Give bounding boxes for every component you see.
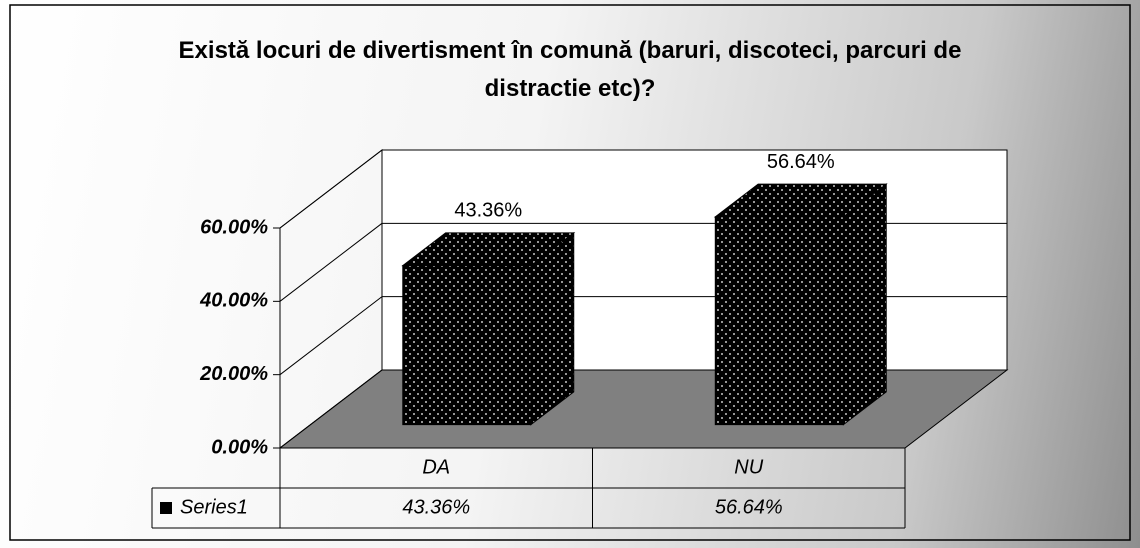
bar-side [530, 231, 575, 426]
legend-label: Series1 [180, 496, 248, 518]
x-tick-label: NU [734, 456, 763, 478]
value-label: 56.64% [767, 151, 835, 173]
side-grid-line [279, 149, 383, 229]
value-label: 43.36% [454, 200, 522, 222]
legend-swatch [160, 502, 172, 514]
side-grid-line [279, 296, 383, 376]
chart-border [9, 4, 1131, 541]
bar-side [842, 183, 887, 426]
bar [714, 216, 844, 426]
floor [278, 369, 1009, 449]
x-tick-label: DA [422, 456, 450, 478]
bar [402, 265, 532, 426]
table-value: 56.64% [715, 496, 783, 518]
y-tick-label: 20.00% [199, 363, 268, 385]
side-grid-line [279, 222, 383, 302]
y-tick-label: 40.00% [199, 290, 268, 312]
table-value: 43.36% [402, 496, 470, 518]
y-tick-label: 60.00% [200, 216, 268, 238]
chart-title: Există locuri de divertisment în comună … [178, 37, 962, 102]
y-tick-label: 0.00% [211, 436, 268, 458]
side-grid-line [279, 369, 383, 449]
